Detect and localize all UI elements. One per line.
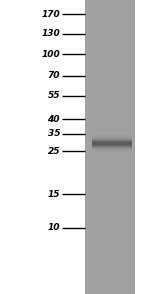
Text: 25: 25 (48, 147, 60, 156)
Text: 100: 100 (41, 50, 60, 59)
Bar (85, 0, 135, 294)
Bar (92, 141, 132, 142)
Text: 170: 170 (41, 10, 60, 19)
Text: 55: 55 (48, 91, 60, 100)
Bar (92, 136, 132, 137)
Text: 70: 70 (48, 71, 60, 80)
Bar (92, 147, 132, 148)
Bar (92, 139, 132, 140)
Bar (92, 140, 132, 141)
Bar (92, 138, 132, 139)
Bar (92, 143, 132, 144)
Bar (92, 150, 132, 151)
Bar (92, 137, 132, 138)
Bar (92, 142, 132, 143)
Bar (92, 145, 132, 146)
Bar (92, 148, 132, 149)
Text: 10: 10 (48, 223, 60, 232)
Bar (92, 149, 132, 150)
Text: 35: 35 (48, 129, 60, 138)
Text: 130: 130 (41, 29, 60, 38)
Bar (92, 144, 132, 145)
Bar (92, 151, 132, 152)
Text: 40: 40 (48, 115, 60, 123)
Text: 15: 15 (48, 190, 60, 198)
Bar (92, 146, 132, 147)
Bar (92, 135, 132, 136)
